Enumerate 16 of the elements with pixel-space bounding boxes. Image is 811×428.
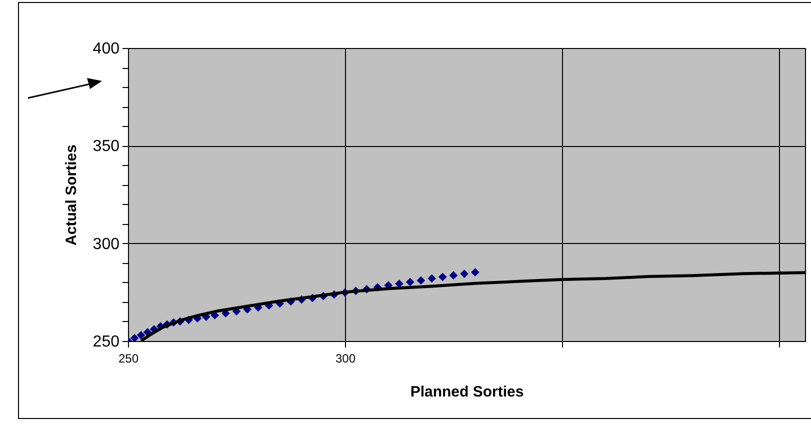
point bbox=[460, 270, 469, 278]
y-tick-label: 250 bbox=[92, 334, 120, 350]
point bbox=[428, 274, 436, 283]
point bbox=[406, 278, 414, 286]
point bbox=[395, 280, 404, 288]
point bbox=[470, 268, 480, 276]
point bbox=[136, 330, 146, 340]
y-tick-label: 400 bbox=[92, 40, 120, 58]
point bbox=[449, 271, 458, 280]
y-tick-label: 300 bbox=[92, 236, 120, 253]
x-axis-title: Planned Sorties bbox=[410, 384, 524, 400]
point bbox=[130, 334, 139, 341]
point bbox=[438, 272, 447, 282]
point bbox=[416, 276, 426, 285]
y-axis-title: Actual Sorties bbox=[62, 144, 80, 246]
y-tick-label: 350 bbox=[92, 138, 120, 156]
